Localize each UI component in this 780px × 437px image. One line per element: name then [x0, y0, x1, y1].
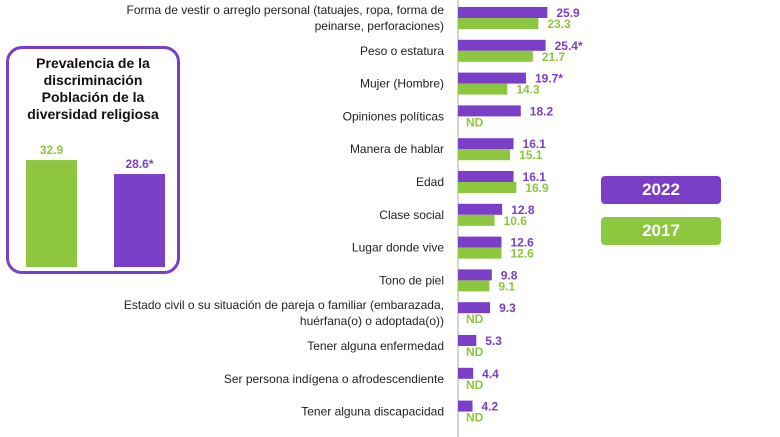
- inset-title: Prevalencia de la discriminación Poblaci…: [9, 55, 177, 123]
- category-label: Tener alguna enfermedad: [307, 339, 444, 353]
- inset-data-label: 32.9: [40, 143, 64, 157]
- bar-2022: [458, 400, 473, 412]
- bar-2022: [458, 367, 474, 379]
- bar-2017: [458, 214, 495, 226]
- data-label-2017: ND: [466, 411, 484, 425]
- category-label: Clase social: [379, 208, 444, 222]
- data-label-2022: 4.4: [482, 367, 499, 381]
- data-label-2022: 25.9: [556, 6, 580, 20]
- bar-2022: [458, 335, 477, 346]
- data-label-2022: 16.1: [523, 170, 547, 184]
- data-label-2017: 10.6: [504, 214, 528, 228]
- category-label: Estado civil o su situación de pareja o …: [124, 298, 444, 312]
- data-label-2022: 16.1: [523, 137, 547, 151]
- category-label: Tono de piel: [379, 273, 444, 287]
- bar-2022: [458, 105, 521, 117]
- category-label: Manera de hablar: [350, 142, 444, 156]
- data-label-2017: 21.7: [542, 50, 566, 64]
- inset-bar-2022: [114, 174, 165, 267]
- data-label-2022: 9.3: [499, 301, 516, 315]
- category-label: Ser persona indígena o afrodescendiente: [224, 372, 444, 386]
- bar-2022: [458, 269, 492, 281]
- bar-2017: [458, 50, 533, 62]
- data-label-2017: 15.1: [519, 148, 543, 162]
- bar-2017: [458, 182, 517, 193]
- data-label-2017: 23.3: [547, 17, 571, 31]
- data-label-2022: 18.2: [530, 104, 554, 118]
- category-label: Forma de vestir o arreglo personal (tatu…: [127, 3, 445, 17]
- category-label: Peso o estatura: [360, 44, 444, 58]
- inset-data-label: 28.6*: [125, 157, 153, 171]
- category-label: huérfana(o) o adoptada(o)): [300, 314, 444, 328]
- bar-2022: [458, 302, 491, 314]
- inset-title-line: Prevalencia de la: [36, 55, 150, 71]
- inset-title-line: discriminación: [43, 72, 143, 88]
- category-label: Edad: [416, 175, 444, 189]
- data-label-2017: 12.6: [510, 247, 534, 261]
- category-label: Mujer (Hombre): [360, 77, 444, 91]
- bar-2017: [458, 247, 502, 259]
- legend-2017: 2017: [601, 217, 721, 245]
- bar-2022: [458, 138, 514, 150]
- legend-2022: 2022: [601, 176, 721, 204]
- bar-2017: [458, 83, 508, 95]
- inset-title-line: Población de la: [41, 89, 145, 105]
- bar-2022: [458, 171, 514, 182]
- data-label-2017: ND: [466, 312, 484, 326]
- data-label-2022: 12.6: [510, 236, 534, 250]
- bar-2017: [458, 149, 511, 161]
- data-label-2017: 9.1: [498, 279, 515, 293]
- data-label-2017: ND: [466, 345, 484, 359]
- data-label-2022: 12.8: [511, 203, 535, 217]
- data-label-2022: 25.4*: [555, 39, 583, 53]
- bar-2022: [458, 203, 503, 215]
- data-label-2022: 19.7*: [535, 72, 563, 86]
- category-label: Opiniones políticas: [343, 109, 444, 123]
- inset-panel: Prevalencia de la discriminación Poblaci…: [6, 46, 180, 274]
- inset-title-line: diversidad religiosa: [27, 106, 159, 122]
- inset-bar-chart: 32.9 28.6*: [26, 143, 165, 267]
- bar-2022: [458, 236, 502, 248]
- data-label-2017: ND: [466, 115, 484, 129]
- bar-2022: [458, 72, 526, 84]
- data-label-2017: 14.3: [516, 83, 540, 97]
- data-label-2022: 9.8: [501, 268, 518, 282]
- data-label-2022: 4.2: [481, 400, 498, 414]
- bar-2022: [458, 39, 546, 51]
- data-label-2017: 16.9: [525, 181, 549, 195]
- category-label: peinarse, perforaciones): [315, 19, 444, 33]
- data-label-2017: ND: [466, 378, 484, 392]
- bar-2017: [458, 18, 539, 29]
- category-label: Tener alguna discapacidad: [301, 405, 444, 419]
- inset-bar-2017: [26, 160, 77, 267]
- bar-2017: [458, 280, 490, 292]
- bar-2022: [458, 7, 548, 18]
- category-label: Lugar donde vive: [352, 241, 444, 255]
- data-label-2022: 5.3: [485, 334, 502, 348]
